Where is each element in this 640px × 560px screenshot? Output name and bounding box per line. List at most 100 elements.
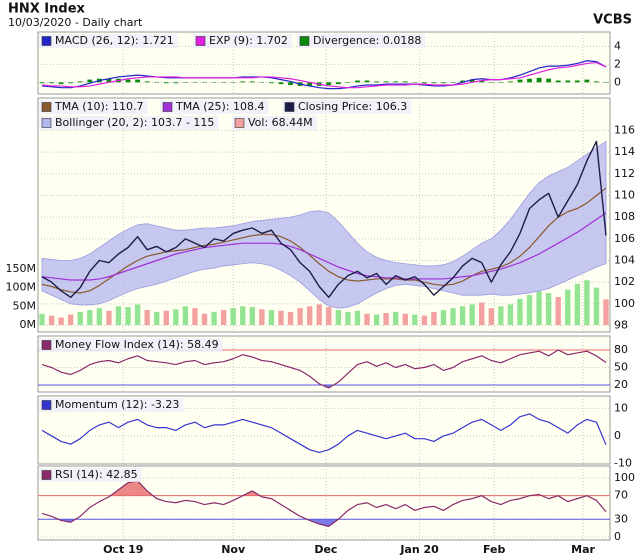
- y-tick-label: 106: [614, 232, 635, 245]
- volume-bar: [565, 289, 571, 325]
- close-line: [41, 140, 607, 299]
- volume-bar: [440, 310, 447, 325]
- legend-swatch: [41, 118, 52, 128]
- divergence-bar: [374, 81, 379, 83]
- divergence-bar: [355, 80, 360, 83]
- volume-bar: [593, 287, 600, 325]
- divergence-bar: [546, 78, 552, 83]
- y2-tick-label: 50M: [13, 299, 37, 312]
- legend-label: Money Flow Index (14): 58.49: [55, 338, 219, 351]
- divergence-bar: [555, 80, 561, 83]
- volume-bar: [431, 311, 437, 325]
- y-tick-label: 100: [614, 297, 635, 310]
- volume-bar: [545, 293, 552, 325]
- volume-bar: [211, 311, 217, 325]
- volume-bar: [469, 304, 475, 325]
- legend-bg: [160, 100, 269, 114]
- volume-bar: [96, 308, 103, 325]
- volume-bar: [459, 306, 466, 325]
- divergence-bar: [230, 82, 236, 83]
- y2-tick-label: 150M: [6, 262, 37, 275]
- divergence-bar: [163, 82, 169, 84]
- y-tick-label: 2: [614, 57, 621, 70]
- divergence-bar: [460, 80, 465, 83]
- volume-bar: [154, 311, 160, 325]
- y-tick-label: 20: [614, 378, 628, 391]
- y-tick-label: 50: [614, 361, 628, 374]
- divergence-bar: [154, 82, 160, 83]
- volume-bar: [383, 313, 389, 325]
- volume-bar: [393, 311, 399, 325]
- volume-bar: [68, 314, 74, 325]
- y-tick-label: 98: [614, 319, 628, 332]
- divergence-bar: [326, 82, 332, 86]
- volume-bar: [306, 306, 313, 325]
- divergence-bar: [278, 82, 284, 85]
- divergence-bar: [517, 79, 523, 83]
- legend-label: Bollinger (20, 2): 103.7 - 115: [55, 116, 214, 129]
- y-tick-label: 108: [614, 210, 635, 223]
- legend-label: EXP (9): 1.702: [209, 34, 288, 47]
- threshold-fill: [58, 519, 339, 527]
- plot: [38, 98, 610, 332]
- divergence-bar: [259, 82, 265, 83]
- legend-swatch: [195, 36, 206, 46]
- divergence-bar: [58, 82, 64, 85]
- legend-label: Vol: 68.44M: [248, 116, 313, 129]
- divergence-bar: [335, 82, 341, 85]
- volume-bar: [39, 313, 45, 325]
- legend-swatch: [41, 340, 52, 350]
- y2-tick-label: 0M: [20, 318, 37, 331]
- volume-bar: [134, 304, 141, 325]
- y2-tick-label: 100M: [6, 281, 37, 294]
- divergence-bar: [469, 79, 475, 83]
- divergence-bar: [211, 82, 217, 83]
- y-tick-label: 0: [614, 75, 621, 88]
- divergence-bar: [488, 82, 494, 83]
- volume-bar: [517, 298, 523, 325]
- volume-bar: [220, 310, 227, 325]
- divergence-bar: [450, 82, 456, 83]
- legend-label: RSI (14): 42.85: [55, 468, 138, 481]
- legend-bg: [282, 100, 412, 114]
- divergence-bar: [479, 80, 485, 83]
- divergence-bar: [431, 82, 437, 84]
- y-tick-label: 10: [614, 401, 628, 414]
- legend-label: Closing Price: 106.3: [298, 100, 407, 113]
- divergence-bar: [364, 80, 370, 83]
- divergence-bar: [106, 78, 112, 83]
- divergence-bar: [574, 80, 580, 83]
- series-line: [41, 187, 607, 294]
- chart-subtitle: 10/03/2020 - Daily chart: [8, 16, 143, 29]
- y-tick-label: 30: [614, 512, 628, 525]
- volume-bar: [77, 311, 83, 325]
- divergence-bar: [536, 77, 542, 83]
- divergence-bar: [527, 78, 532, 83]
- volume-bar: [498, 306, 504, 325]
- volume-bar: [87, 310, 93, 325]
- divergence-bar: [565, 80, 571, 83]
- x-tick-label: Oct 19: [103, 543, 143, 556]
- divergence-bar: [441, 82, 446, 84]
- y-tick-label: 0: [614, 530, 621, 543]
- x-tick-label: Jan 20: [399, 543, 439, 556]
- divergence-bar: [594, 81, 599, 83]
- y-tick-label: 80: [614, 343, 628, 356]
- divergence-bar: [307, 82, 313, 86]
- divergence-bar: [87, 79, 93, 83]
- divergence-bar: [68, 82, 74, 84]
- volume-bar: [345, 311, 351, 325]
- legend-swatch: [41, 102, 52, 112]
- chart-title: HNX Index: [8, 2, 86, 17]
- legend-label: TMA (10): 110.7: [54, 100, 144, 113]
- volume-bar: [58, 317, 64, 325]
- volume-bar: [373, 314, 380, 325]
- divergence-bar: [269, 82, 274, 84]
- divergence-bar: [183, 82, 188, 83]
- volume-bar: [163, 310, 169, 325]
- legend-bg: [39, 116, 219, 130]
- legend-bg: [39, 398, 184, 412]
- divergence-bar: [144, 81, 150, 83]
- divergence-bar: [412, 82, 418, 83]
- x-tick-label: Nov: [221, 543, 246, 556]
